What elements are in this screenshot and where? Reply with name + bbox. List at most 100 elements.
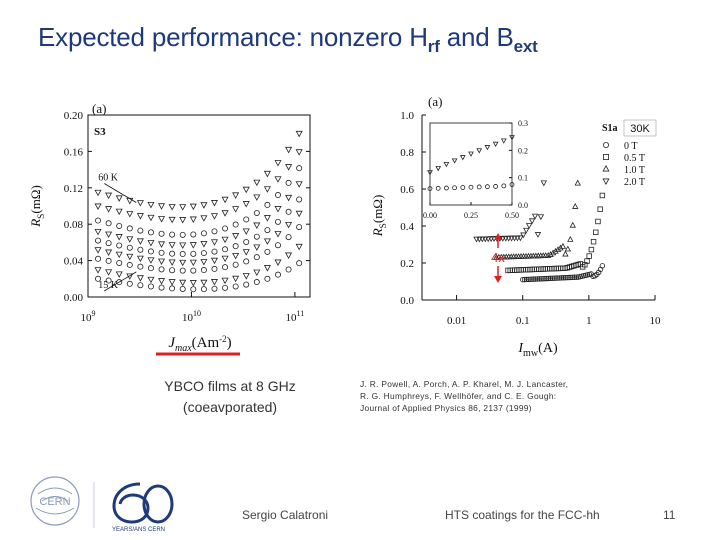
left-data-point [242, 186, 250, 194]
left-data-point [158, 216, 166, 223]
right-data-point [567, 235, 574, 242]
inset-x-tick-label: 0.25 [464, 211, 478, 220]
ratio-arrowhead-up [494, 233, 502, 240]
right-sample-label: S1a [602, 123, 618, 134]
inset-data-point [427, 170, 433, 176]
left-data-point [264, 201, 271, 208]
left-data-point [200, 259, 208, 266]
left-data-point [158, 284, 165, 291]
left-data-point [169, 285, 176, 292]
left-data-point [274, 176, 282, 183]
left-data-point [253, 233, 260, 240]
right-data-point [544, 252, 552, 258]
left-data-point [105, 240, 112, 247]
left-data-point [179, 267, 186, 274]
left-data-point [158, 203, 166, 210]
left-data-point [232, 243, 239, 250]
left-data-point [105, 220, 112, 227]
left-annotation: 15 K [98, 280, 119, 291]
inset-x-tick-label: 0.50 [505, 211, 519, 220]
inset-data-point [435, 166, 442, 172]
left-data-point [210, 257, 219, 265]
right-data-point [566, 274, 572, 281]
right-data-point [554, 246, 562, 253]
right-data-point [547, 251, 554, 257]
left-data-point [285, 146, 293, 154]
right-data-point [542, 275, 548, 282]
left-plot-frame [87, 114, 311, 298]
left-data-point [243, 258, 250, 265]
left-data-point [95, 275, 102, 282]
footer-logos: CERN YEARS/ANS CERN [30, 476, 174, 533]
ratio-arrowhead-down [494, 276, 502, 283]
inset-data-point [492, 141, 499, 148]
left-data-point [296, 260, 303, 267]
right-data-point [527, 276, 533, 283]
temperature-label: 30K [630, 123, 650, 135]
left-data-point [94, 228, 102, 236]
left-data-point [137, 282, 144, 289]
right-data-point [528, 218, 536, 225]
right-data-point [586, 253, 592, 259]
right-data-point [520, 276, 526, 283]
page-number: 11 [663, 508, 676, 522]
inset-data-point [484, 184, 490, 190]
legend-label: 0.5 T [624, 153, 645, 164]
left-data-point [137, 246, 144, 253]
inset-data-point [476, 184, 482, 190]
right-data-point [534, 276, 541, 282]
left-data-point [274, 206, 282, 213]
right-data-point [588, 246, 595, 253]
left-data-point [253, 279, 260, 286]
left-data-point [169, 267, 176, 274]
left-data-point [232, 283, 239, 290]
inset-y-tick-label: 0.2 [518, 146, 528, 155]
left-data-point [115, 234, 123, 241]
right-y-axis-label: RS(mΩ) [370, 195, 389, 238]
left-y-axis-label: RS(mΩ) [28, 185, 47, 228]
right-data-point [544, 275, 550, 282]
left-y-tick-label: 0.12 [64, 183, 83, 195]
right-data-point [555, 275, 561, 281]
inset-data-point [427, 186, 433, 192]
left-data-point [136, 255, 144, 263]
reference-citation: J. R. Powell, A. Porch, A. P. Kharel, M.… [360, 378, 630, 414]
legend-marker [602, 178, 610, 185]
right-data-point [525, 223, 533, 229]
left-data-point [221, 210, 229, 217]
left-data-point [116, 259, 123, 266]
left-data-point [285, 252, 293, 259]
left-data-point [169, 231, 176, 238]
right-data-point [520, 232, 527, 239]
right-data-point [590, 238, 597, 245]
right-data-point [551, 275, 557, 281]
inset-data-point [468, 151, 474, 157]
left-data-point [179, 231, 186, 238]
left-data-point [242, 201, 250, 208]
left-data-point [137, 263, 144, 270]
left-data-point [116, 222, 123, 229]
right-chart: 0.0 0.2 0.4 0.6 0.8 1.0 0.01 0.1 1 10 (a) S1a 30K RS(… [370, 94, 661, 359]
left-data-point [263, 186, 271, 193]
left-x-tick-label: 1010 [182, 309, 201, 324]
left-data-point [147, 229, 154, 236]
right-data-point [517, 235, 524, 242]
inset-data-point [460, 185, 466, 190]
right-data-point [540, 276, 546, 282]
temperature-label-box [623, 119, 657, 137]
left-data-point [253, 244, 261, 251]
left-data-point [232, 261, 239, 268]
inset-data-point [443, 161, 450, 168]
left-data-point [126, 253, 134, 261]
inset-data-point [452, 185, 458, 191]
left-data-point [264, 248, 271, 255]
figure-caption: YBCO films at 8 GHz (coeavporated) [130, 376, 330, 418]
left-data-point [179, 285, 186, 292]
left-data-point [147, 201, 155, 209]
right-x-tick-label: 0.1 [516, 315, 530, 327]
left-data-point [222, 264, 229, 271]
right-data-point [540, 180, 548, 187]
left-data-point [242, 228, 250, 235]
left-data-point [147, 248, 154, 255]
